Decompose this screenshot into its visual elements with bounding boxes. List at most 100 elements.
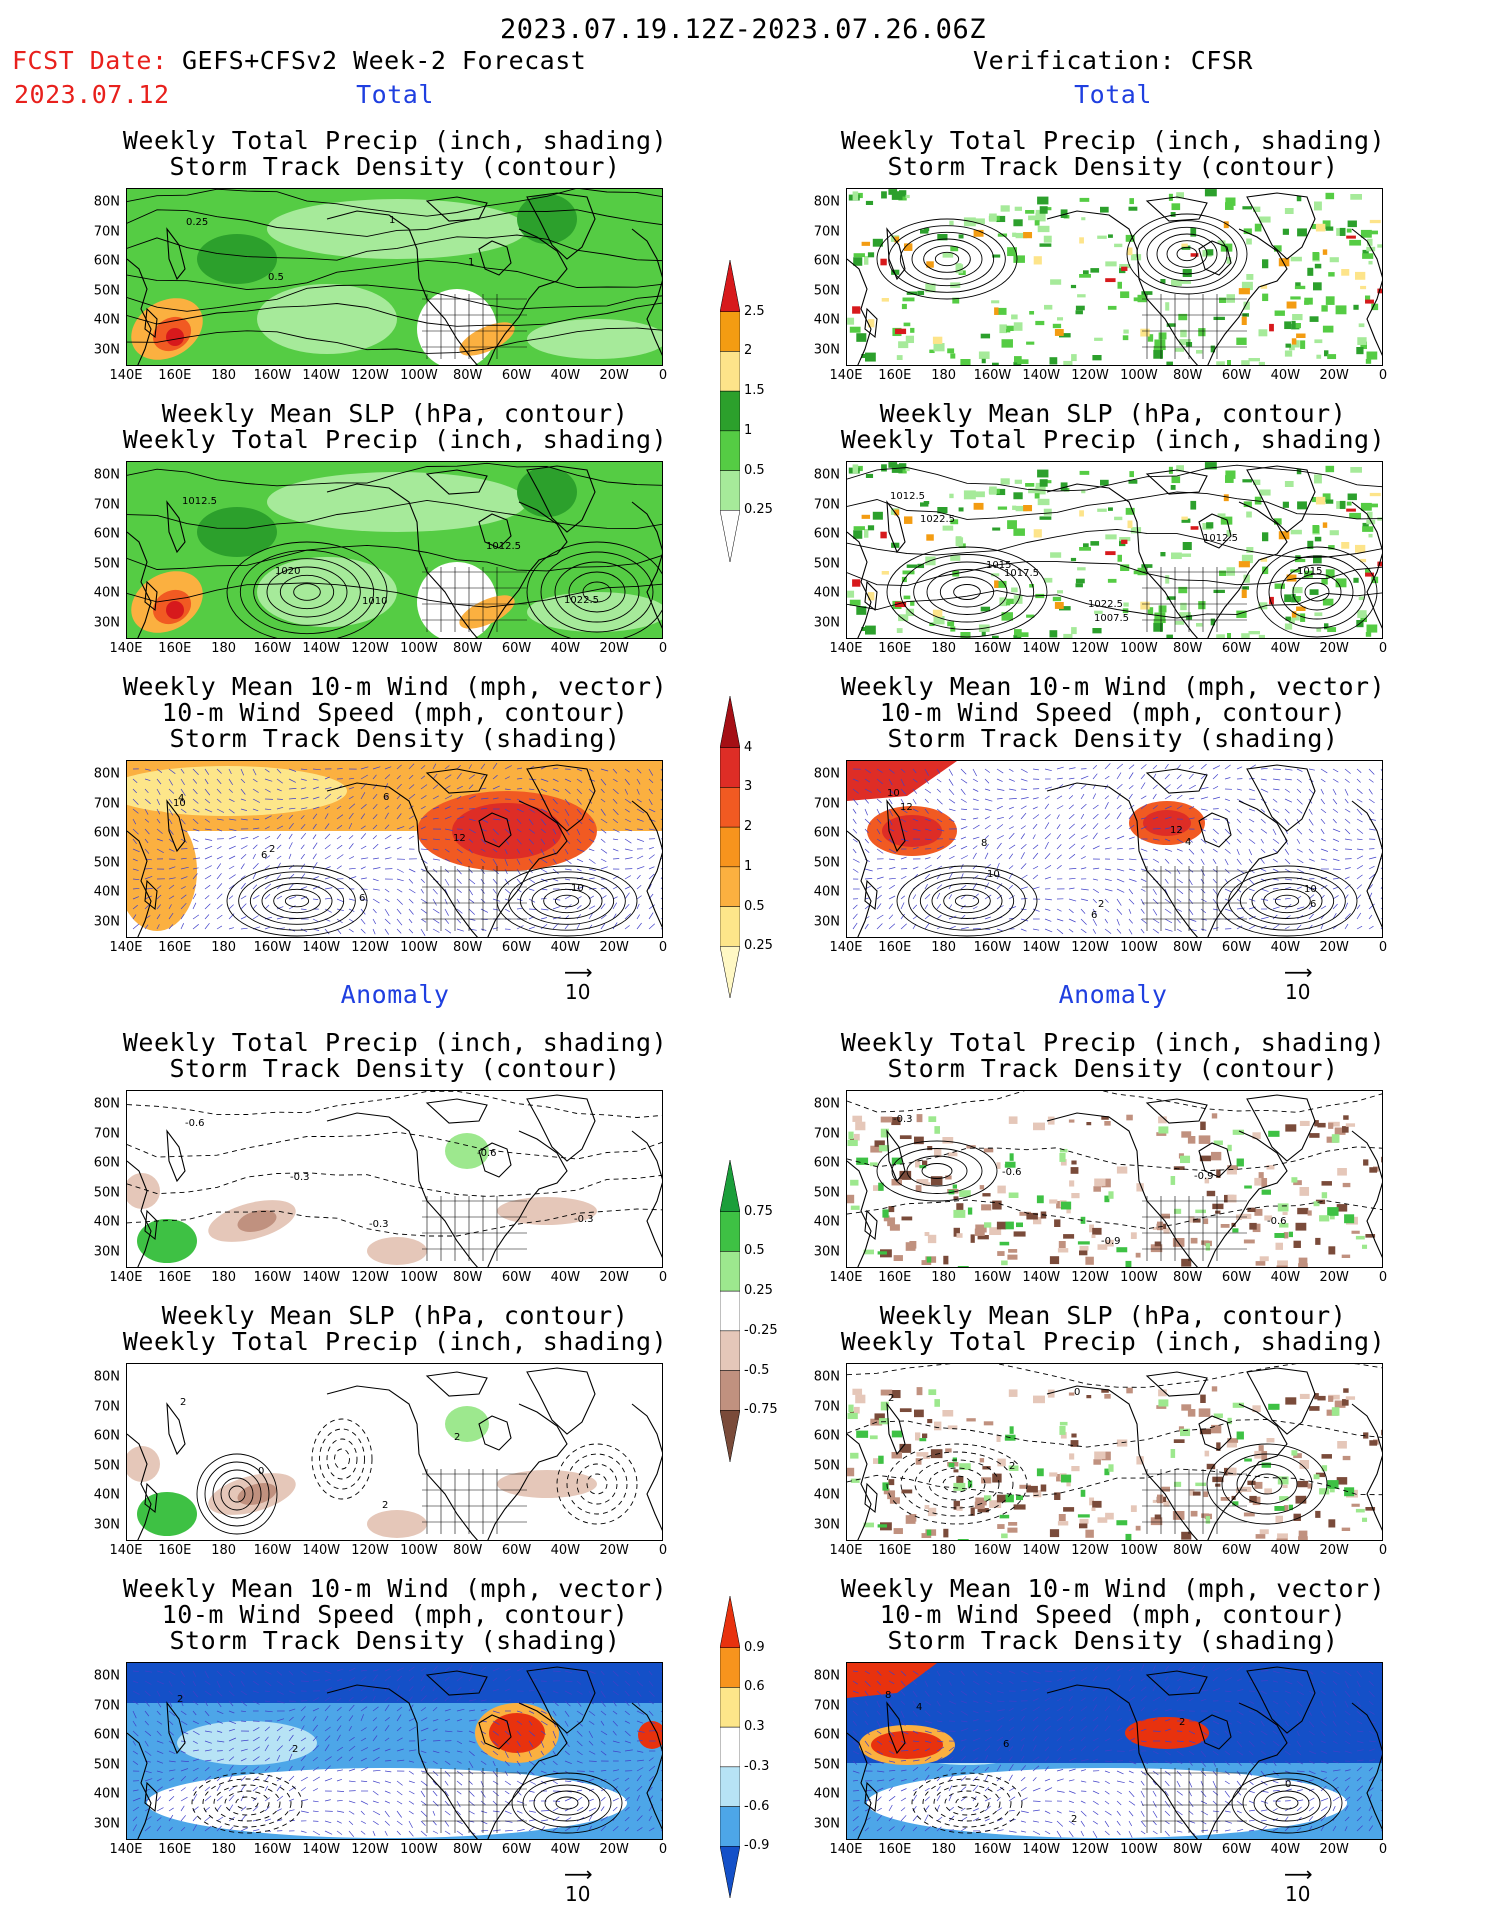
contour-label: 1010 <box>362 596 387 607</box>
lat-tick-label: 50N <box>813 556 840 571</box>
lon-tick-label: 160W <box>253 940 292 955</box>
contour-label: 2 <box>888 1393 894 1404</box>
section-total-left: Total <box>356 80 434 109</box>
lon-tick-label: 20W <box>1319 940 1349 955</box>
lon-tick-label: 60W <box>1221 1842 1252 1857</box>
lat-tick-label: 40N <box>813 884 840 900</box>
lon-tick-label: 60W <box>1221 368 1252 383</box>
colorbar-precip-total <box>720 260 740 562</box>
contour-label: -0.3 <box>290 1172 310 1183</box>
contour-label: 6 <box>383 792 389 803</box>
lat-tick-label: 80N <box>93 766 120 782</box>
lat-tick-label: 70N <box>93 224 120 239</box>
lon-tick-label: 140W <box>302 368 341 383</box>
lon-tick-label: 160E <box>158 1842 192 1857</box>
lat-tick-label: 70N <box>813 796 840 811</box>
lat-tick-label: 40N <box>93 1214 120 1230</box>
contour-label: 6 <box>1091 910 1097 921</box>
contour-label: -0.9 <box>1194 1171 1214 1182</box>
contour-label: 0.25 <box>186 217 208 228</box>
lon-tick-label: 100W <box>1120 940 1158 955</box>
lon-tick-label: 140E <box>109 641 143 656</box>
lon-tick-label: 40W <box>550 368 581 383</box>
lon-tick-label: 60W <box>1221 641 1252 656</box>
lon-tick-label: 160E <box>878 1270 912 1285</box>
lon-tick-label: 100W <box>400 1842 438 1857</box>
lon-tick-label: 140E <box>109 1270 143 1285</box>
map-plot <box>847 189 1382 365</box>
lon-tick-label: 0 <box>658 1543 668 1558</box>
lon-tick-label: 180 <box>211 641 237 656</box>
panel-title-line: Weekly Mean 10-m Wind (mph, vector) <box>122 1574 668 1603</box>
lon-tick-label: 120W <box>351 368 389 383</box>
lat-tick-label: 60N <box>813 253 840 269</box>
lat-tick-label: 70N <box>813 1126 840 1141</box>
contour-label: 2 <box>1179 1717 1185 1728</box>
fcst-date-value: 2023.07.12 <box>14 80 170 109</box>
lon-tick-label: 20W <box>599 940 629 955</box>
colorbar-tick-label: -0.3 <box>744 1758 770 1774</box>
contour-label: -0.6 <box>185 1118 205 1129</box>
colorbar-segment <box>720 696 740 748</box>
colorbar-segment <box>720 1846 740 1898</box>
lat-tick-label: 50N <box>813 1185 840 1200</box>
lat-tick-label: 50N <box>813 855 840 870</box>
lat-tick-label: 30N <box>93 914 120 929</box>
contour-label: -0.6 <box>477 1148 497 1159</box>
lon-tick-label: 160W <box>973 1543 1012 1558</box>
contour-label: 1022.5 <box>920 514 955 525</box>
contour-label: 10 <box>987 869 1000 880</box>
lon-tick-label: 40W <box>550 940 581 955</box>
lon-tick-label: 140W <box>302 1842 341 1857</box>
contour-label: 2 <box>454 1432 460 1443</box>
lon-tick-label: 140E <box>829 368 863 383</box>
colorbar-tick-label: 0.6 <box>744 1679 765 1695</box>
lon-tick-label: 0 <box>1378 1543 1388 1558</box>
lon-tick-label: 80W <box>453 641 483 656</box>
panel-title-line: Weekly Mean SLP (hPa, contour) <box>161 399 629 428</box>
lon-tick-label: 140E <box>829 641 863 656</box>
lon-tick-label: 120W <box>1071 940 1109 955</box>
map-panel-ar-precip: -0.3 -0.6 -0.9 -0.9 -0.6 <box>846 1090 1383 1268</box>
lon-tick-label: 140E <box>829 1543 863 1558</box>
contour-label: 2 <box>1098 899 1104 910</box>
lat-tick-label: 30N <box>813 1517 840 1532</box>
colorbar-segment <box>720 747 740 788</box>
colorbar-storm-total <box>720 696 740 998</box>
colorbar-segment <box>720 1687 740 1728</box>
lon-tick-label: 80W <box>453 1543 483 1558</box>
contour-label: -0.3 <box>893 1114 913 1125</box>
colorbar-tick-label: 4 <box>744 739 753 755</box>
colorbar-segment <box>720 311 740 352</box>
vector-ref-label: 10 <box>565 1882 591 1906</box>
lon-tick-label: 160E <box>878 1543 912 1558</box>
lon-tick-label: 180 <box>931 1270 957 1285</box>
lon-tick-label: 180 <box>931 641 957 656</box>
contour-label: 2 <box>177 1694 183 1705</box>
lat-tick-label: 40N <box>813 1214 840 1230</box>
contour-label: 1 <box>389 215 395 226</box>
lon-tick-label: 0 <box>658 368 668 383</box>
map-panel-tr-wind: 10 8 6 12 10 12 10 2 4 6 <box>846 760 1383 938</box>
lon-tick-label: 60W <box>501 1842 532 1857</box>
lat-tick-label: 80N <box>93 194 120 210</box>
lon-tick-label: 160E <box>878 940 912 955</box>
lon-tick-label: 80W <box>453 368 483 383</box>
panel-title-line: 10-m Wind Speed (mph, contour) <box>879 698 1347 727</box>
lon-tick-label: 180 <box>931 368 957 383</box>
lon-tick-label: 20W <box>599 1543 629 1558</box>
vector-ref-arrow: ⟶ <box>1284 960 1313 984</box>
lon-tick-label: 160W <box>253 1543 292 1558</box>
lon-tick-label: 20W <box>1319 1842 1349 1857</box>
lon-tick-label: 160E <box>878 1842 912 1857</box>
lon-tick-label: 140E <box>109 1543 143 1558</box>
lon-tick-label: 60W <box>501 1270 532 1285</box>
lat-tick-label: 60N <box>813 1428 840 1444</box>
contour-label: 1012.5 <box>890 491 925 502</box>
colorbar-segment <box>720 1251 740 1292</box>
contour-label: -0.3 <box>574 1214 594 1225</box>
panel-title-line: Weekly Mean 10-m Wind (mph, vector) <box>840 672 1386 701</box>
vector-ref-arrow: ⟶ <box>564 1862 593 1886</box>
contour-label: 1022.5 <box>564 595 599 606</box>
lon-tick-label: 80W <box>1173 1543 1203 1558</box>
